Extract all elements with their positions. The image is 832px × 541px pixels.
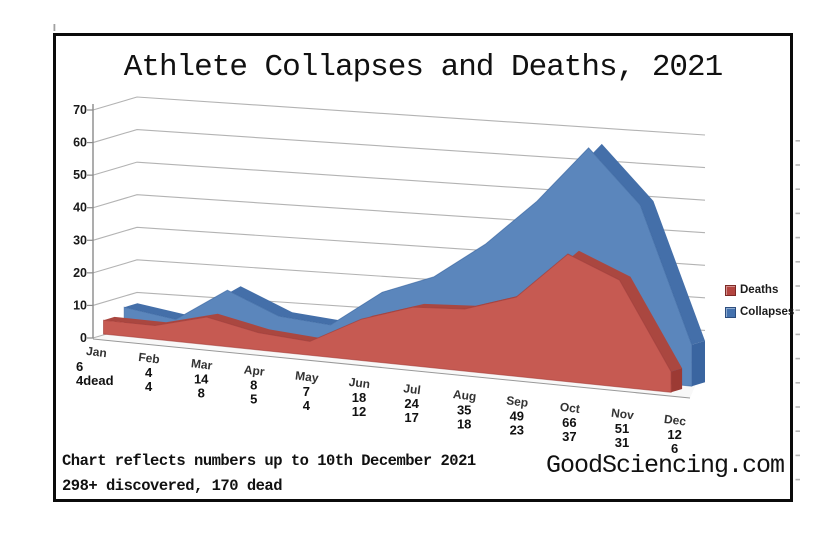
scan-artifact-tick bbox=[795, 478, 800, 481]
scan-artifact-tick bbox=[795, 454, 800, 457]
category-value-label: 4 bbox=[303, 398, 311, 413]
scan-artifact-tick bbox=[795, 309, 800, 311]
gridline bbox=[92, 161, 706, 201]
series-end-cap-collapses bbox=[691, 340, 705, 387]
y-axis-label: 20 bbox=[73, 266, 87, 280]
category-value-label: 12 bbox=[667, 427, 681, 442]
legend: Deaths Collapses bbox=[725, 284, 794, 328]
category-value-label: 31 bbox=[615, 435, 629, 450]
category-value-label: 12 bbox=[352, 404, 366, 419]
scan-artifact-tick bbox=[795, 357, 800, 360]
category-label: Feb bbox=[138, 350, 161, 366]
category-value-label: 4 bbox=[145, 379, 153, 394]
scan-artifact-tick bbox=[795, 164, 800, 166]
category-value-label: 8 bbox=[198, 385, 205, 400]
scan-artifact-tick bbox=[795, 333, 800, 336]
legend-swatch-icon bbox=[725, 306, 736, 318]
category-value-label: 14 bbox=[194, 371, 209, 386]
legend-item-collapses: Collapses bbox=[725, 306, 794, 318]
footer-line1: Chart reflects numbers up to 10th Decemb… bbox=[62, 452, 476, 470]
category-label: Aug bbox=[452, 387, 477, 404]
scan-artifact-tick bbox=[53, 24, 56, 31]
category-value-label: 51 bbox=[615, 421, 629, 436]
legend-label: Deaths bbox=[740, 284, 779, 296]
legend-swatch-icon bbox=[725, 284, 736, 296]
series-end-cap-deaths bbox=[671, 368, 683, 393]
category-value-label: 4dead bbox=[76, 373, 114, 388]
category-value-label: 4 bbox=[145, 365, 153, 380]
category-value-label: 7 bbox=[303, 384, 310, 399]
y-axis-label: 30 bbox=[73, 233, 87, 247]
series-area-deaths bbox=[103, 253, 672, 393]
y-axis-label: 70 bbox=[73, 103, 87, 117]
footer-line2: 298+ discovered, 170 dead bbox=[62, 476, 283, 495]
category-value-label: 6 bbox=[671, 441, 678, 456]
category-value-label: 18 bbox=[352, 390, 366, 405]
category-label: Oct bbox=[559, 400, 581, 416]
y-axis-label: 10 bbox=[73, 298, 87, 312]
scan-artifact-tick bbox=[795, 212, 800, 215]
brand-text: GoodSciencing.com bbox=[545, 451, 785, 480]
legend-item-deaths: Deaths bbox=[725, 284, 794, 296]
category-label: Apr bbox=[243, 362, 266, 378]
category-value-label: 35 bbox=[457, 402, 471, 417]
scan-artifact-tick bbox=[795, 188, 800, 190]
category-value-label: 23 bbox=[510, 423, 524, 438]
scan-artifact-tick bbox=[795, 285, 800, 287]
category-value-label: 17 bbox=[404, 410, 418, 425]
category-label: May bbox=[294, 368, 319, 385]
category-value-label: 5 bbox=[250, 392, 257, 407]
category-label: Dec bbox=[663, 412, 687, 429]
scan-artifact-tick bbox=[795, 430, 800, 432]
category-value-label: 24 bbox=[404, 396, 419, 411]
category-label: Mar bbox=[190, 356, 213, 373]
category-value-label: 18 bbox=[457, 416, 471, 431]
category-label: Jun bbox=[348, 375, 371, 391]
scan-artifact-tick bbox=[795, 382, 800, 384]
category-label: Nov bbox=[610, 406, 635, 423]
scan-artifact-tick bbox=[795, 140, 800, 142]
category-label: Jan bbox=[85, 344, 107, 360]
category-label: Jul bbox=[403, 381, 422, 397]
category-value-label: 66 bbox=[562, 415, 576, 430]
y-axis-label: 40 bbox=[73, 201, 87, 215]
category-value-label: 6 bbox=[76, 359, 83, 374]
y-axis-label: 60 bbox=[73, 136, 87, 150]
category-value-label: 49 bbox=[510, 409, 524, 424]
floor-front-edge bbox=[92, 338, 691, 399]
gridline bbox=[92, 129, 706, 169]
footer-note: Chart reflects numbers up to 10th Decemb… bbox=[62, 449, 476, 498]
scan-artifact-tick bbox=[795, 236, 800, 239]
scan-artifact-tick bbox=[795, 261, 800, 263]
category-value-label: 37 bbox=[562, 429, 576, 444]
legend-label: Collapses bbox=[740, 306, 795, 318]
y-axis-label: 50 bbox=[73, 168, 87, 182]
y-axis-label: 0 bbox=[80, 331, 87, 345]
gridline bbox=[92, 96, 706, 136]
category-label: Sep bbox=[506, 393, 530, 410]
category-value-label: 8 bbox=[250, 378, 257, 393]
scan-artifact-tick bbox=[795, 406, 800, 408]
chart-title: Athlete Collapses and Deaths, 2021 bbox=[123, 50, 724, 85]
